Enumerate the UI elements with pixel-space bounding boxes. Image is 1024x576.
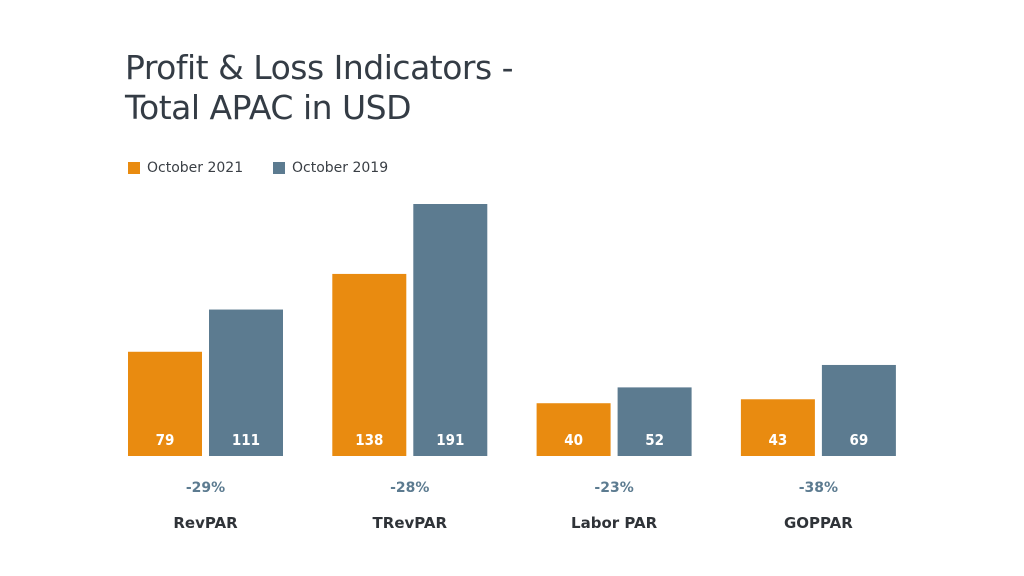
bar-value-label: 43 bbox=[769, 431, 788, 449]
legend-item-october-2019: October 2019 bbox=[273, 160, 388, 176]
bar-value-label: 111 bbox=[232, 431, 260, 449]
change-label: -38% bbox=[799, 480, 838, 496]
chart-title-line-2: Total APAC in USD bbox=[125, 88, 412, 127]
bar-goppar-october-2019 bbox=[821, 364, 896, 456]
chart-title-line-1: Profit & Loss Indicators - bbox=[125, 48, 514, 87]
bar-revpar-october-2021 bbox=[128, 351, 202, 456]
bar-value-label: 69 bbox=[850, 431, 869, 449]
category-label: GOPPAR bbox=[784, 514, 853, 532]
legend-swatch-blue bbox=[273, 162, 285, 174]
category-label: TRevPAR bbox=[373, 514, 448, 532]
change-label: -23% bbox=[594, 480, 633, 496]
bar-value-label: 79 bbox=[156, 431, 175, 449]
bar-labor-par-october-2021 bbox=[536, 403, 611, 456]
bar-value-label: 52 bbox=[645, 431, 664, 449]
bar-labor-par-october-2019 bbox=[617, 387, 692, 456]
legend-item-october-2021: October 2021 bbox=[128, 160, 243, 176]
legend-swatch-orange bbox=[128, 162, 140, 174]
change-label: -29% bbox=[186, 480, 225, 496]
bar-value-label: 191 bbox=[436, 431, 464, 449]
category-label: RevPAR bbox=[173, 514, 238, 532]
chart-title: Profit & Loss Indicators - Total APAC in… bbox=[125, 48, 514, 128]
bar-value-label: 40 bbox=[564, 431, 583, 449]
bar-value-label: 138 bbox=[355, 431, 383, 449]
legend-label: October 2019 bbox=[292, 160, 389, 176]
bar-revpar-october-2019 bbox=[209, 309, 283, 456]
change-label: -28% bbox=[390, 480, 429, 496]
bar-goppar-october-2021 bbox=[740, 399, 815, 456]
category-label: Labor PAR bbox=[571, 514, 658, 532]
legend-label: October 2021 bbox=[147, 160, 244, 176]
bar-trevpar-october-2021 bbox=[332, 273, 407, 456]
bar-trevpar-october-2019 bbox=[413, 204, 488, 456]
